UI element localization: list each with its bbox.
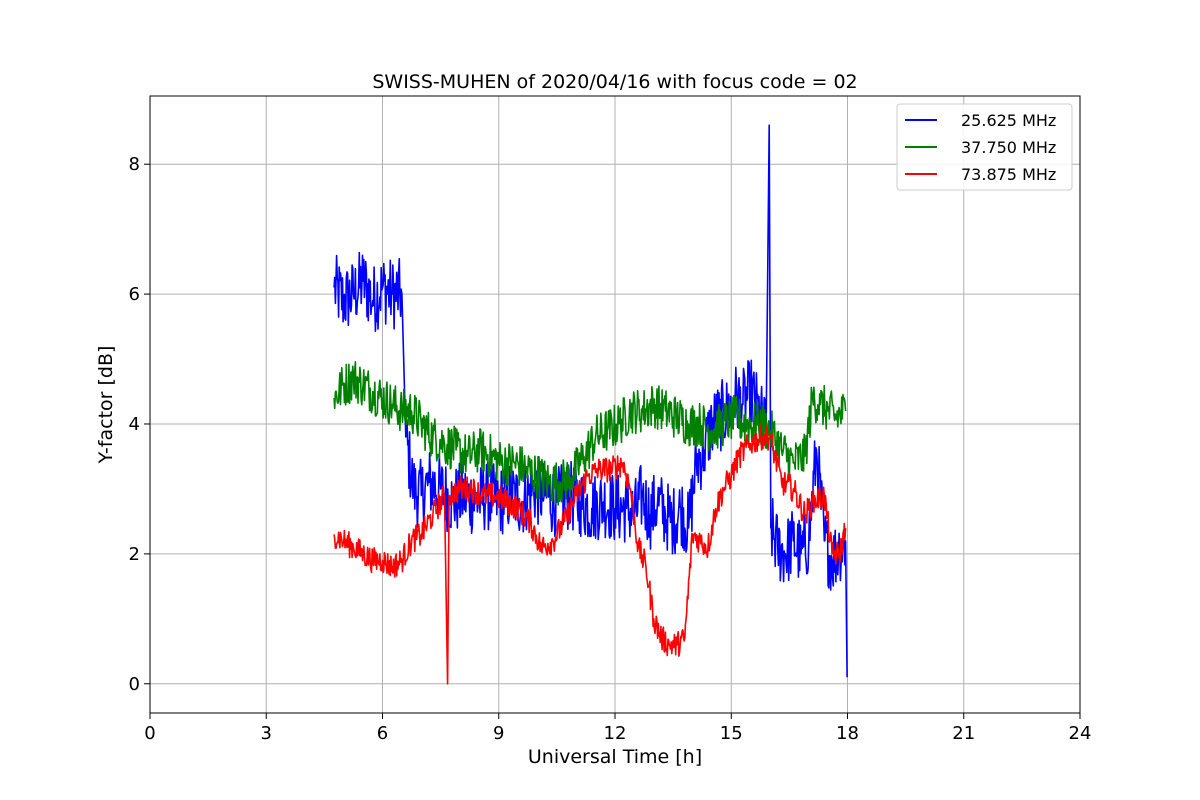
legend-label: 37.750 MHz — [961, 138, 1056, 157]
x-tick-label: 3 — [261, 723, 272, 744]
x-tick-label: 18 — [836, 723, 859, 744]
y-tick-label: 0 — [129, 674, 140, 695]
y-tick-label: 6 — [129, 284, 140, 305]
series-line-2 — [333, 361, 847, 506]
chart-title: SWISS-MUHEN of 2020/04/16 with focus cod… — [372, 71, 857, 93]
y-tick-label: 4 — [129, 414, 140, 435]
x-tick-label: 24 — [1069, 723, 1092, 744]
y-tick-label: 2 — [129, 544, 140, 565]
series-line-3 — [333, 424, 847, 685]
x-axis-label: Universal Time [h] — [528, 746, 702, 768]
x-tick-label: 15 — [720, 723, 743, 744]
y-tick-label: 8 — [129, 154, 140, 175]
legend-box — [896, 103, 1073, 191]
x-tick-label: 0 — [144, 723, 155, 744]
legend-label: 25.625 MHz — [961, 111, 1056, 130]
x-tick-label: 9 — [493, 723, 504, 744]
x-tick-label: 6 — [377, 723, 388, 744]
legend-label: 73.875 MHz — [961, 165, 1056, 184]
x-tick-label: 21 — [952, 723, 975, 744]
legend: 25.625 MHz 37.750 MHz 73.875 MHz — [896, 103, 1073, 191]
x-tick-label: 12 — [604, 723, 627, 744]
series-line-1 — [333, 124, 848, 678]
y-axis-label: Y-factor [dB] — [95, 346, 117, 465]
series-lines — [333, 124, 848, 685]
